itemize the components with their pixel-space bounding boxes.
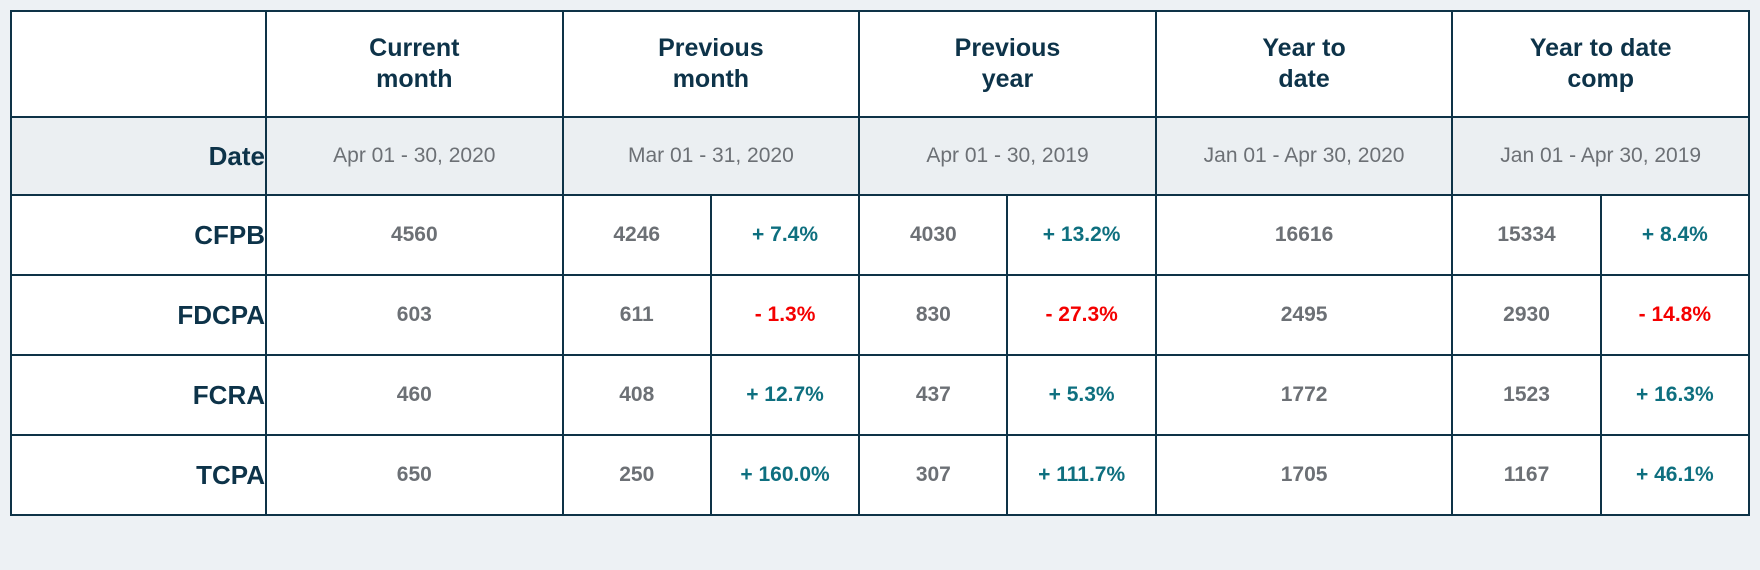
date-cell-year-to-date-comp: Jan 01 - Apr 30, 2019: [1451, 116, 1750, 196]
date-row: Date Apr 01 - 30, 2020 Mar 01 - 31, 2020…: [10, 116, 1750, 196]
col-header-previous-month: Previous month: [561, 10, 861, 118]
value-cell-previous-year: 307: [858, 434, 1009, 516]
change-cell-year-to-date-comp: + 16.3%: [1599, 354, 1751, 436]
row-label: FDCPA: [10, 274, 267, 356]
change-cell-previous-year: + 13.2%: [1006, 194, 1157, 276]
value-cell-current-month: 650: [265, 434, 564, 516]
value-cell-year-to-date: 1772: [1154, 354, 1454, 436]
row-label: FCRA: [10, 354, 267, 436]
value-cell-current-month: 603: [265, 274, 564, 356]
value-cell-year-to-date-comp: 1167: [1451, 434, 1602, 516]
table-row-cfpb: CFPB 4560 4246 + 7.4% 4030 + 13.2% 16616…: [10, 194, 1751, 276]
value-cell-previous-year: 437: [858, 354, 1009, 436]
value-cell-previous-year: 830: [858, 274, 1009, 356]
table-row-fdcpa: FDCPA 603 611 - 1.3% 830 - 27.3% 2495 29…: [10, 274, 1751, 356]
column-header-row: Current month Previous month Previous ye…: [10, 10, 1750, 118]
value-cell-year-to-date-comp: 1523: [1451, 354, 1602, 436]
value-cell-year-to-date-comp: 15334: [1451, 194, 1602, 276]
value-cell-year-to-date: 2495: [1154, 274, 1454, 356]
change-cell-year-to-date-comp: - 14.8%: [1599, 274, 1751, 356]
date-row-label: Date: [10, 116, 267, 196]
stats-table: Current month Previous month Previous ye…: [10, 10, 1751, 516]
date-cell-previous-month: Mar 01 - 31, 2020: [561, 116, 861, 196]
value-cell-current-month: 4560: [265, 194, 564, 276]
row-label: CFPB: [10, 194, 267, 276]
value-cell-year-to-date-comp: 2930: [1451, 274, 1602, 356]
date-cell-current-month: Apr 01 - 30, 2020: [265, 116, 564, 196]
value-cell-year-to-date: 16616: [1154, 194, 1454, 276]
date-cell-previous-year: Apr 01 - 30, 2019: [858, 116, 1157, 196]
value-cell-previous-month: 611: [561, 274, 712, 356]
corner-cell: [10, 10, 267, 118]
col-header-previous-year: Previous year: [858, 10, 1157, 118]
change-cell-year-to-date-comp: + 46.1%: [1599, 434, 1751, 516]
value-cell-year-to-date: 1705: [1154, 434, 1454, 516]
change-cell-year-to-date-comp: + 8.4%: [1599, 194, 1751, 276]
table-row-tcpa: TCPA 650 250 + 160.0% 307 + 111.7% 1705 …: [10, 434, 1751, 516]
change-cell-previous-month: + 160.0%: [709, 434, 861, 516]
change-cell-previous-month: + 12.7%: [709, 354, 861, 436]
table-row-fcra: FCRA 460 408 + 12.7% 437 + 5.3% 1772 152…: [10, 354, 1751, 436]
col-header-year-to-date-comp: Year to date comp: [1451, 10, 1750, 118]
change-cell-previous-month: + 7.4%: [709, 194, 861, 276]
value-cell-previous-month: 250: [561, 434, 712, 516]
report-page: Current month Previous month Previous ye…: [10, 10, 1751, 516]
col-header-current-month: Current month: [265, 10, 564, 118]
change-cell-previous-year: + 5.3%: [1006, 354, 1157, 436]
value-cell-previous-month: 4246: [561, 194, 712, 276]
row-label: TCPA: [10, 434, 267, 516]
value-cell-current-month: 460: [265, 354, 564, 436]
change-cell-previous-year: + 111.7%: [1006, 434, 1157, 516]
col-header-year-to-date: Year to date: [1154, 10, 1454, 118]
value-cell-previous-year: 4030: [858, 194, 1009, 276]
change-cell-previous-year: - 27.3%: [1006, 274, 1157, 356]
change-cell-previous-month: - 1.3%: [709, 274, 861, 356]
date-cell-year-to-date: Jan 01 - Apr 30, 2020: [1154, 116, 1454, 196]
value-cell-previous-month: 408: [561, 354, 712, 436]
